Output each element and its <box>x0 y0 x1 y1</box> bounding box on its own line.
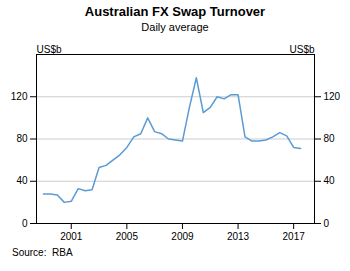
svg-text:40: 40 <box>324 175 336 186</box>
svg-text:US$b: US$b <box>289 44 314 55</box>
svg-text:80: 80 <box>16 133 28 144</box>
svg-text:0: 0 <box>22 218 28 229</box>
svg-text:2017: 2017 <box>283 231 306 242</box>
svg-text:2001: 2001 <box>60 231 83 242</box>
svg-text:2009: 2009 <box>171 231 194 242</box>
html-text:Daily average: Daily average <box>141 21 209 33</box>
svg-text:2013: 2013 <box>227 231 250 242</box>
svg-text:40: 40 <box>16 175 28 186</box>
html-text:Australian FX Swap Turnover: Australian FX Swap Turnover <box>84 4 266 19</box>
svg-text:US$b: US$b <box>37 44 62 55</box>
svg-text:0: 0 <box>324 218 330 229</box>
svg-text:80: 80 <box>324 133 336 144</box>
svg-text:120: 120 <box>324 91 341 102</box>
svg-text:120: 120 <box>11 91 28 102</box>
svg-text:2005: 2005 <box>116 231 139 242</box>
html-text:Source: RBA: Source: RBA <box>12 247 73 258</box>
